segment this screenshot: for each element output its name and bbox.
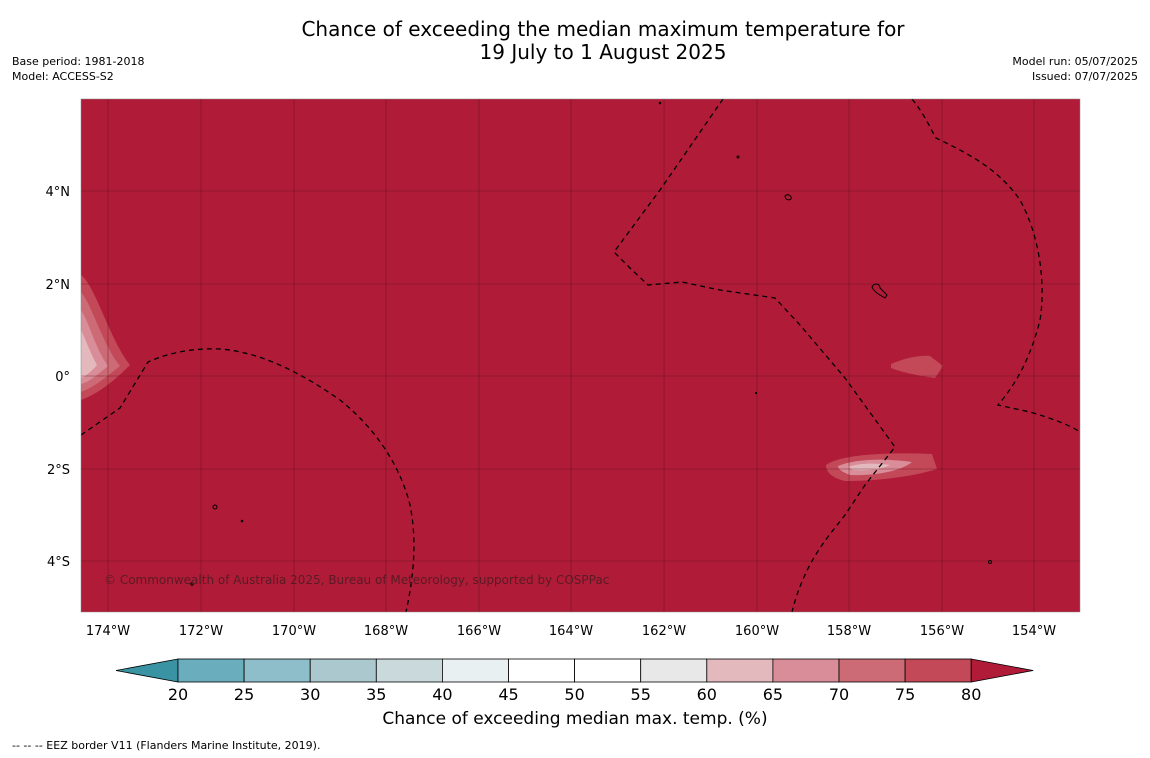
colorbar-extend-high bbox=[970, 658, 1034, 683]
colorbar-tick-label: 20 bbox=[168, 685, 188, 704]
colorbar-extend-low bbox=[115, 658, 179, 683]
lat-label: 2°S bbox=[47, 463, 70, 478]
title-line-2: 19 July to 1 August 2025 bbox=[479, 40, 727, 64]
colorbar-segment bbox=[772, 658, 840, 683]
colorbar-segment bbox=[508, 658, 575, 683]
model-run: Model run: 05/07/2025 bbox=[1012, 55, 1138, 68]
colorbar-title: Chance of exceeding median max. temp. (%… bbox=[382, 709, 768, 729]
lon-label: 162°W bbox=[642, 624, 686, 639]
colorbar-segment bbox=[441, 658, 509, 683]
south-patch bbox=[826, 453, 937, 481]
lat-label: 4°N bbox=[46, 185, 71, 200]
colorbar-tick-label: 25 bbox=[234, 685, 254, 704]
colorbar-tick-label: 50 bbox=[564, 685, 584, 704]
central-patch bbox=[891, 355, 943, 378]
map-frame bbox=[80, 98, 1081, 613]
colorbar-tick-label: 45 bbox=[498, 685, 518, 704]
colorbar-segment bbox=[838, 658, 906, 683]
eez-footnote: -- -- -- EEZ border V11 (Flanders Marine… bbox=[12, 739, 321, 752]
lon-label: 174°W bbox=[86, 624, 130, 639]
map-panel: © Commonwealth of Australia 2025, Bureau… bbox=[81, 99, 1080, 612]
colorbar-segment bbox=[640, 658, 708, 683]
colorbar-segment bbox=[243, 658, 311, 683]
lat-label: 2°N bbox=[46, 278, 71, 293]
longitude-labels: 174°W 172°W 170°W 168°W 166°W 164°W 162°… bbox=[86, 624, 1056, 639]
colorbar-tick-label: 65 bbox=[763, 685, 783, 704]
colorbar-segment bbox=[309, 658, 377, 683]
base-period: Base period: 1981-2018 bbox=[12, 55, 145, 68]
colorbar-tick-label: 40 bbox=[432, 685, 452, 704]
lon-label: 172°W bbox=[179, 624, 223, 639]
colorbar bbox=[115, 658, 1034, 683]
colorbar-segment bbox=[177, 658, 245, 683]
lon-label: 164°W bbox=[549, 624, 593, 639]
latitude-labels: 4°N 2°N 0° 2°S 4°S bbox=[46, 185, 71, 570]
lon-label: 154°W bbox=[1012, 624, 1056, 639]
colorbar-segment bbox=[375, 658, 443, 683]
colorbar-segment bbox=[574, 658, 642, 683]
graticule bbox=[81, 99, 1080, 612]
map-title: Chance of exceeding the median maximum t… bbox=[0, 18, 1150, 64]
colorbar-segment bbox=[904, 658, 972, 683]
lon-label: 166°W bbox=[457, 624, 501, 639]
colorbar-tick-label: 35 bbox=[366, 685, 386, 704]
lon-label: 170°W bbox=[272, 624, 316, 639]
meta-right: Model run: 05/07/2025 Issued: 07/07/2025 bbox=[1012, 54, 1138, 84]
lon-label: 168°W bbox=[364, 624, 408, 639]
colorbar-ticks: 20 25 30 35 40 45 50 55 60 65 70 75 80 bbox=[168, 685, 982, 704]
lat-label: 0° bbox=[55, 370, 70, 385]
meta-left: Base period: 1981-2018 Model: ACCESS-S2 bbox=[12, 54, 144, 84]
colorbar-tick-label: 60 bbox=[697, 685, 717, 704]
copyright-notice: © Commonwealth of Australia 2025, Bureau… bbox=[104, 573, 609, 587]
map-background bbox=[81, 99, 1080, 612]
model-name: Model: ACCESS-S2 bbox=[12, 70, 114, 83]
colorbar-tick-label: 55 bbox=[631, 685, 651, 704]
colorbar-tick-label: 30 bbox=[300, 685, 320, 704]
west-equator-patch bbox=[81, 275, 130, 400]
eez-borders bbox=[81, 99, 1080, 612]
colorbar-segment bbox=[706, 658, 774, 683]
lon-label: 156°W bbox=[920, 624, 964, 639]
lat-label: 4°S bbox=[47, 555, 70, 570]
lon-label: 158°W bbox=[827, 624, 871, 639]
colorbar-tick-label: 80 bbox=[961, 685, 981, 704]
title-line-1: Chance of exceeding the median maximum t… bbox=[301, 17, 905, 41]
islands bbox=[190, 101, 992, 586]
issued-date: Issued: 07/07/2025 bbox=[1031, 70, 1138, 83]
lon-label: 160°W bbox=[735, 624, 779, 639]
colorbar-tick-label: 70 bbox=[829, 685, 849, 704]
colorbar-tick-label: 75 bbox=[895, 685, 915, 704]
